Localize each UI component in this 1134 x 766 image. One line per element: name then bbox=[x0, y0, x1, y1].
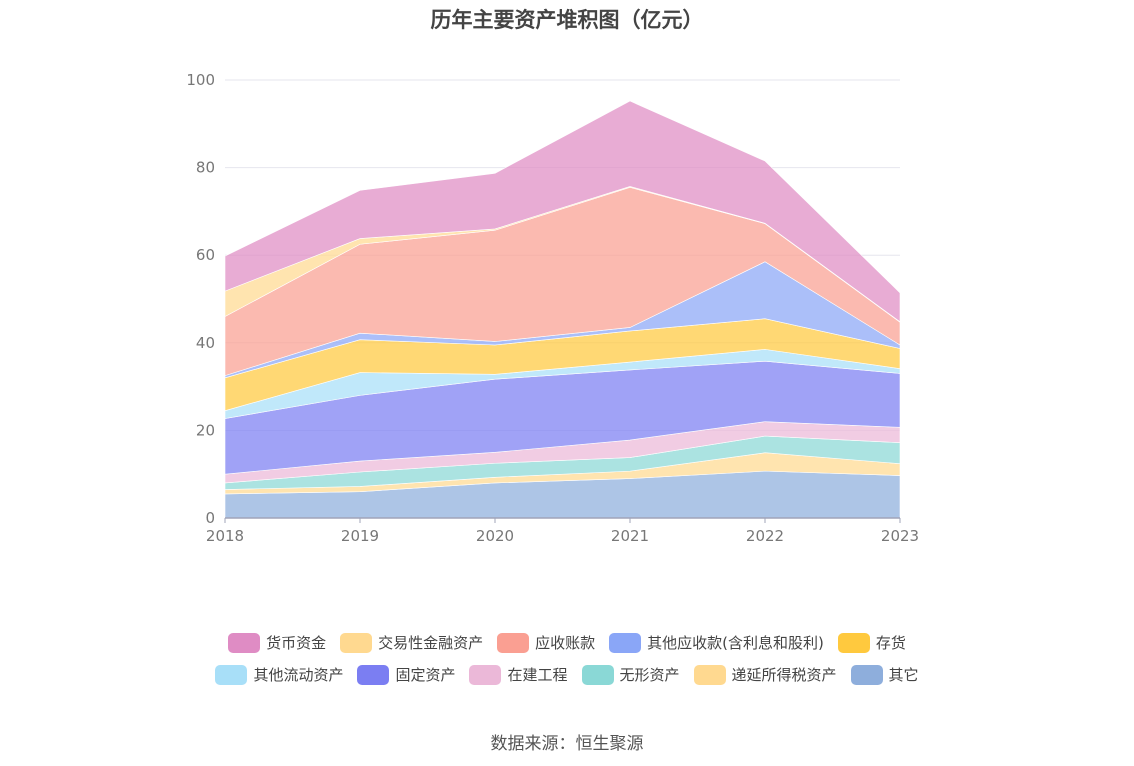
legend-label: 其它 bbox=[888, 666, 919, 684]
legend-label: 交易性金融资产 bbox=[378, 634, 484, 652]
legend-item[interactable]: 交易性金融资产 bbox=[340, 632, 483, 653]
legend-swatch bbox=[469, 664, 502, 685]
legend-label: 在建工程 bbox=[507, 666, 568, 684]
data-source: 数据来源：恒生聚源 bbox=[490, 734, 644, 754]
x-tick-label: 2023 bbox=[881, 527, 919, 545]
area-layer bbox=[224, 100, 901, 519]
y-tick-label: 20 bbox=[196, 421, 215, 439]
legend-item[interactable]: 其它 bbox=[850, 664, 919, 685]
legend-item[interactable]: 存货 bbox=[837, 632, 906, 653]
legend-label: 货币资金 bbox=[266, 634, 327, 652]
legend-row-2: 其他流动资产 固定资产 在建工程 无形资产 递延所得税资产 其它 bbox=[0, 664, 1134, 685]
legend-swatch bbox=[340, 632, 373, 653]
y-tick-label: 100 bbox=[186, 71, 215, 89]
legend-swatch bbox=[837, 632, 870, 653]
legend-swatch bbox=[609, 632, 642, 653]
legend-swatch bbox=[850, 664, 883, 685]
legend-item[interactable]: 货币资金 bbox=[228, 632, 326, 653]
legend-label: 递延所得税资产 bbox=[731, 666, 837, 684]
x-tick-label: 2019 bbox=[341, 527, 379, 545]
chart-canvas: 0 20 40 60 80 100 2018 2019 2020 2021 2022 2023 bbox=[186, 71, 919, 545]
legend-item[interactable]: 固定资产 bbox=[357, 664, 455, 685]
x-tick-label: 2020 bbox=[476, 527, 514, 545]
axis-layer: 0 20 40 60 80 100 2018 2019 2020 2021 2022 2023 bbox=[186, 71, 919, 545]
legend-swatch bbox=[228, 632, 261, 653]
legend-item[interactable]: 无形资产 bbox=[581, 664, 680, 685]
legend-label: 其他应收款(含利息和股利) bbox=[647, 634, 824, 652]
y-tick-label: 60 bbox=[196, 246, 215, 264]
legend-item[interactable]: 递延所得税资产 bbox=[693, 664, 837, 685]
legend-item[interactable]: 在建工程 bbox=[469, 664, 568, 685]
legend-label: 应收账款 bbox=[535, 634, 596, 652]
x-tick-label: 2021 bbox=[611, 527, 649, 545]
y-tick-label: 80 bbox=[196, 159, 215, 177]
legend-label: 存货 bbox=[875, 634, 906, 652]
chart-title: 历年主要资产堆积图（亿元） bbox=[430, 8, 704, 32]
legend-swatch bbox=[693, 664, 726, 685]
legend-swatch bbox=[357, 664, 390, 685]
legend-label: 无形资产 bbox=[619, 666, 680, 684]
x-tick-label: 2018 bbox=[206, 527, 244, 545]
legend-label: 其他流动资产 bbox=[253, 666, 344, 684]
x-tick-label: 2022 bbox=[746, 527, 784, 545]
legend-swatch bbox=[215, 664, 248, 685]
legend-item[interactable]: 其他应收款(含利息和股利) bbox=[609, 632, 824, 653]
legend-row-1: 货币资金 交易性金融资产 应收账款 其他应收款(含利息和股利) 存货 bbox=[0, 632, 1134, 653]
legend-swatch bbox=[497, 632, 530, 653]
y-tick-label: 40 bbox=[196, 334, 215, 352]
area-series bbox=[224, 100, 901, 323]
y-tick-label: 0 bbox=[205, 509, 215, 527]
legend-swatch bbox=[581, 664, 614, 685]
legend-item[interactable]: 应收账款 bbox=[497, 632, 595, 653]
legend-item[interactable]: 其他流动资产 bbox=[215, 664, 343, 685]
legend-label: 固定资产 bbox=[395, 666, 456, 684]
